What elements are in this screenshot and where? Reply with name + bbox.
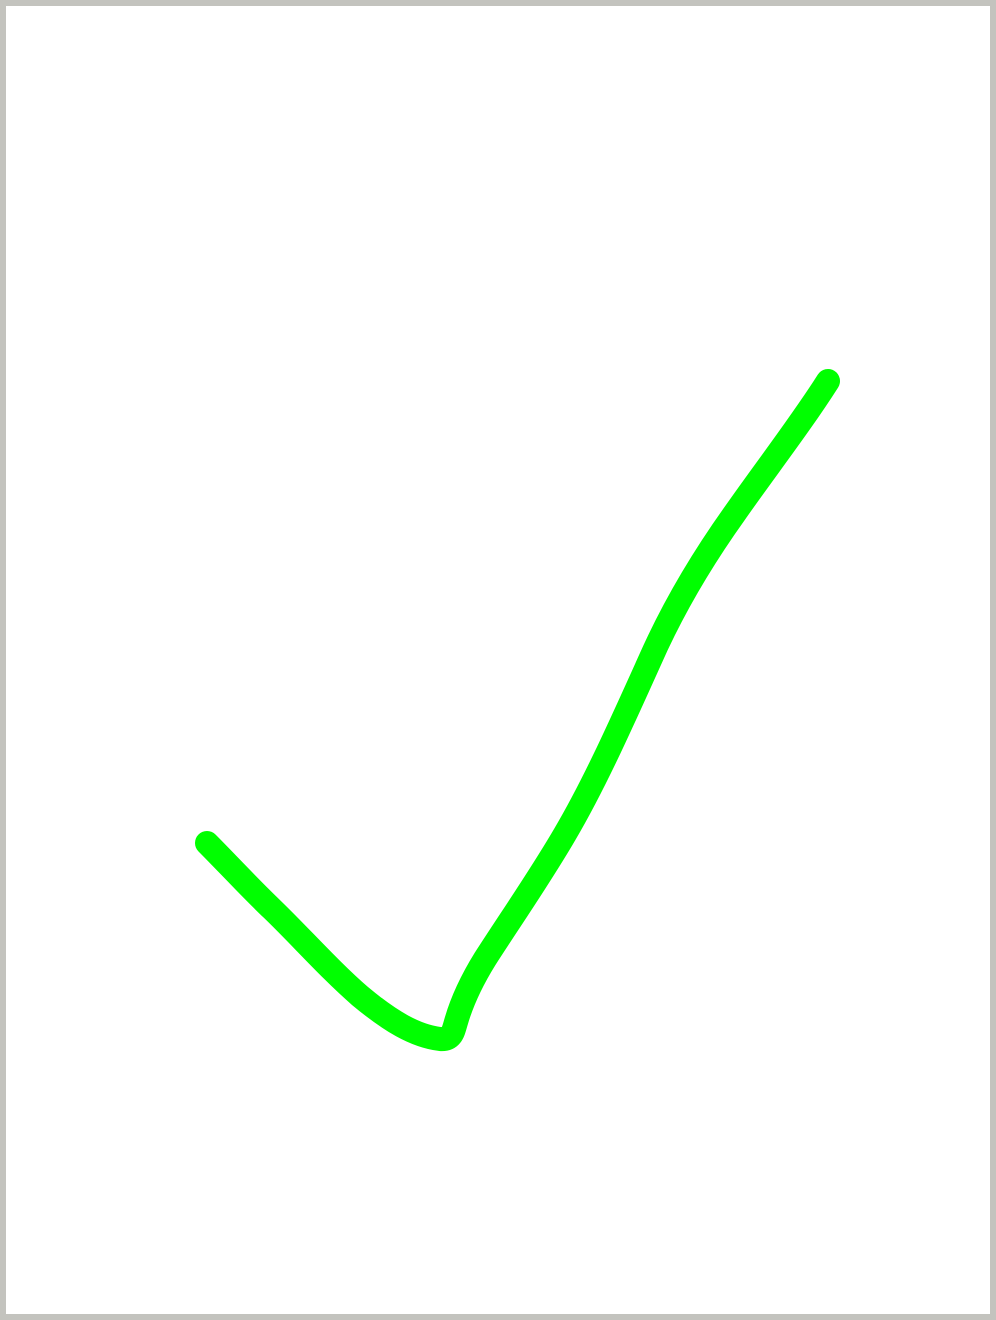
check-stroke [195,369,840,1052]
